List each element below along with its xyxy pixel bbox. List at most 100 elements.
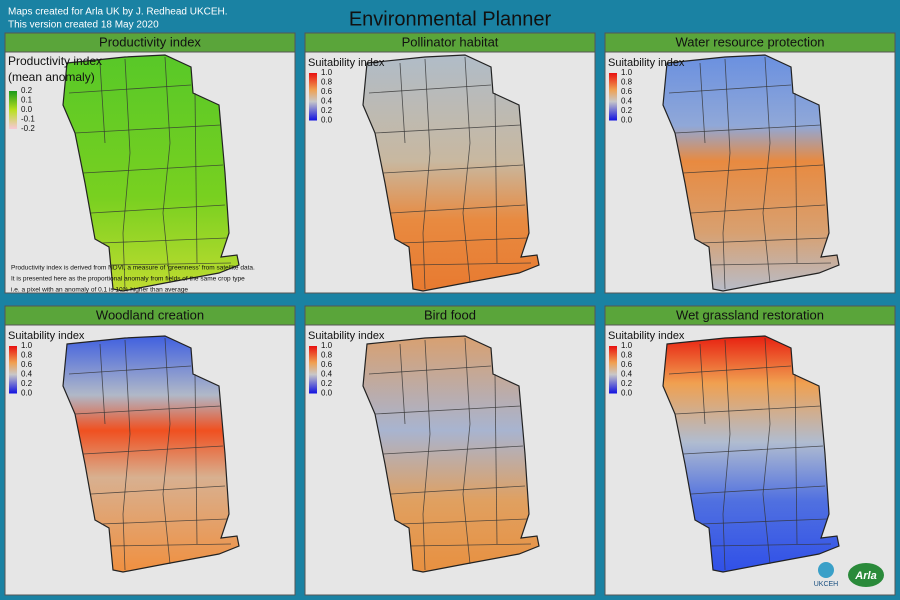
field-boundary — [494, 373, 498, 545]
field-boundary — [82, 164, 224, 174]
field-boundary — [668, 365, 792, 375]
field-boundary — [682, 164, 824, 174]
legend-label: 0.0 — [621, 389, 633, 398]
legend-title: Suitability index — [608, 57, 685, 69]
field-boundary — [409, 262, 532, 266]
legend-label: 0.2 — [321, 106, 333, 115]
panel-title: Woodland creation — [96, 307, 204, 322]
field-boundary — [722, 339, 731, 571]
version: This version created 18 May 2020 — [8, 20, 159, 31]
field-boundary — [409, 543, 532, 547]
field-boundary — [690, 485, 826, 495]
legend-label: 0.4 — [321, 370, 333, 379]
map — [662, 335, 840, 573]
legend-label: 0.4 — [621, 370, 633, 379]
legend-label: 0.6 — [21, 360, 33, 369]
field-boundary — [68, 84, 192, 94]
legend-label: 0.0 — [321, 389, 333, 398]
legend-bar — [9, 91, 17, 129]
field-boundary — [794, 92, 798, 264]
arla-logo — [848, 563, 884, 587]
field-boundary — [390, 485, 526, 495]
panel-title: Productivity index — [99, 34, 201, 49]
field-boundary — [82, 445, 224, 455]
field-boundary — [99, 343, 106, 425]
field-boundary — [700, 518, 828, 525]
legend-title: (mean anomaly) — [8, 70, 95, 84]
legend-label: 0.4 — [621, 97, 633, 106]
legend-bar — [609, 73, 617, 121]
field-boundary — [422, 339, 431, 571]
field-boundary — [100, 518, 228, 525]
field-boundary — [68, 365, 192, 375]
legend-label: -0.1 — [21, 115, 35, 124]
legend-label: 0.2 — [321, 379, 333, 388]
legend-label: 0.8 — [621, 78, 633, 87]
map — [62, 54, 240, 292]
field-boundary — [109, 543, 232, 547]
field-boundary — [109, 262, 232, 266]
legend-label: 1.0 — [21, 341, 33, 350]
field-boundary — [194, 92, 198, 264]
field-boundary — [162, 56, 171, 284]
legend-label: 0.0 — [21, 389, 33, 398]
legend-label: 0.8 — [21, 351, 33, 360]
ukceh-label: UKCEH — [814, 581, 839, 588]
field-boundary — [399, 62, 406, 144]
legend-label: 1.0 — [621, 68, 633, 77]
legend-label: 0.8 — [321, 351, 333, 360]
arla-label: Arla — [854, 570, 876, 582]
panel-header — [304, 32, 596, 53]
legend-label: 1.0 — [621, 341, 633, 350]
panel-header — [4, 32, 296, 53]
ukceh-logo — [818, 562, 834, 578]
map — [362, 54, 540, 292]
legend-title: Suitability index — [308, 57, 385, 69]
note: Productivity index is derived from NDVI,… — [11, 265, 255, 272]
field-boundary — [374, 405, 522, 415]
field-boundary — [99, 62, 106, 144]
panel-title: Water resource protection — [675, 34, 824, 49]
legend-title: Suitability index — [608, 330, 685, 342]
map — [662, 54, 840, 292]
legend-bar — [309, 73, 317, 121]
field-boundary — [122, 58, 131, 290]
field-boundary — [462, 56, 471, 284]
field-boundary — [422, 58, 431, 290]
field-boundary — [122, 339, 131, 571]
panel-title: Wet grassland restoration — [676, 307, 824, 322]
legend-label: 0.8 — [621, 351, 633, 360]
panel-header — [604, 32, 896, 53]
field-boundary — [709, 262, 832, 266]
legend-label: 0.6 — [321, 360, 333, 369]
panel: Water resource protection Suitability ind… — [604, 32, 896, 294]
map — [62, 335, 240, 573]
legend-bar — [609, 346, 617, 394]
panel: Woodland creation Suitability index1.00.8… — [4, 305, 296, 596]
field-boundary — [462, 337, 471, 565]
legend-label: 0.6 — [321, 87, 333, 96]
legend-title: Suitability index — [308, 330, 385, 342]
legend-label: 0.1 — [21, 96, 33, 105]
field-boundary — [382, 164, 524, 174]
field-boundary — [762, 337, 771, 565]
field-boundary — [390, 204, 526, 214]
field-boundary — [400, 518, 528, 525]
field-boundary — [668, 84, 792, 94]
field-boundary — [699, 62, 706, 144]
legend-label: 0.6 — [621, 87, 633, 96]
field-boundary — [700, 237, 828, 244]
field-boundary — [100, 237, 228, 244]
field-boundary — [674, 405, 822, 415]
field-boundary — [368, 84, 492, 94]
field-boundary — [162, 337, 171, 565]
field-boundary — [90, 204, 226, 214]
field-boundary — [90, 485, 226, 495]
field-boundary — [374, 124, 522, 134]
legend-label: 0.2 — [21, 86, 33, 95]
field-boundary — [399, 343, 406, 425]
field-boundary — [494, 92, 498, 264]
